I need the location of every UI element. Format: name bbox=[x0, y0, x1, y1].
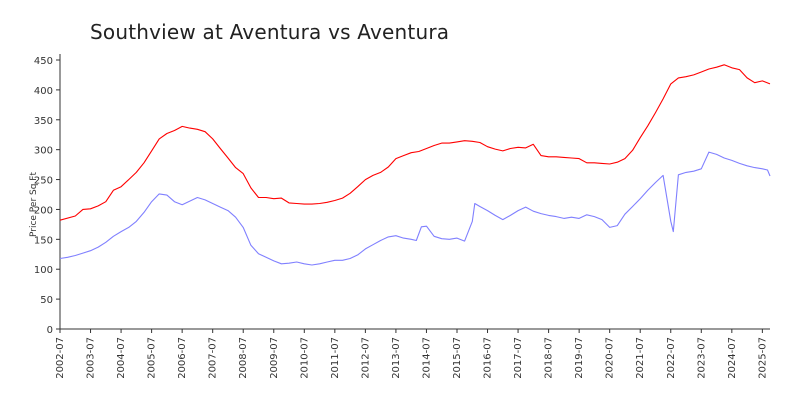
x-tick-label: 2002-07 bbox=[55, 337, 66, 379]
chart-title: Southview at Aventura vs Aventura bbox=[90, 20, 450, 44]
y-tick-label: 250 bbox=[34, 176, 53, 187]
y-tick-label: 150 bbox=[34, 235, 53, 246]
x-tick-label: 2019-07 bbox=[574, 337, 585, 379]
x-tick-label: 2013-07 bbox=[391, 337, 402, 379]
x-tick-label: 2015-07 bbox=[452, 337, 463, 379]
y-tick-label: 0 bbox=[47, 325, 53, 336]
series-line-1 bbox=[59, 64, 771, 221]
x-tick-label: 2003-07 bbox=[86, 337, 97, 379]
x-tick-label: 2017-07 bbox=[513, 337, 524, 379]
x-tick-label: 2016-07 bbox=[483, 337, 494, 379]
x-tick-label: 2020-07 bbox=[605, 337, 616, 379]
x-tick-label: 2006-07 bbox=[177, 337, 188, 379]
x-tick-label: 2023-07 bbox=[696, 337, 707, 379]
y-tick-label: 100 bbox=[34, 265, 53, 276]
x-tick-label: 2005-07 bbox=[147, 337, 158, 379]
x-tick-label: 2008-07 bbox=[238, 337, 249, 379]
x-tick-label: 2004-07 bbox=[116, 337, 127, 379]
x-tick-label: 2007-07 bbox=[208, 337, 219, 379]
x-tick-label: 2010-07 bbox=[299, 337, 310, 379]
x-tick-label: 2021-07 bbox=[635, 337, 646, 379]
x-tick-label: 2024-07 bbox=[727, 337, 738, 379]
series-line-2 bbox=[59, 151, 771, 266]
y-tick-label: 450 bbox=[34, 56, 53, 67]
y-axis-label: Price Per Sq Ft bbox=[29, 172, 39, 237]
y-tick-label: 350 bbox=[34, 116, 53, 127]
x-tick-label: 2025-07 bbox=[757, 337, 768, 379]
y-tick-label: 50 bbox=[40, 295, 53, 306]
y-tick-label: 400 bbox=[34, 86, 53, 97]
y-tick-label: 200 bbox=[34, 205, 53, 216]
x-tick-label: 2012-07 bbox=[360, 337, 371, 379]
x-tick-label: 2022-07 bbox=[666, 337, 677, 379]
x-tick-label: 2018-07 bbox=[544, 337, 555, 379]
x-tick-label: 2014-07 bbox=[421, 337, 432, 379]
x-tick-label: 2011-07 bbox=[330, 337, 341, 379]
x-tick-label: 2009-07 bbox=[269, 337, 280, 379]
y-tick-label: 300 bbox=[34, 146, 53, 157]
